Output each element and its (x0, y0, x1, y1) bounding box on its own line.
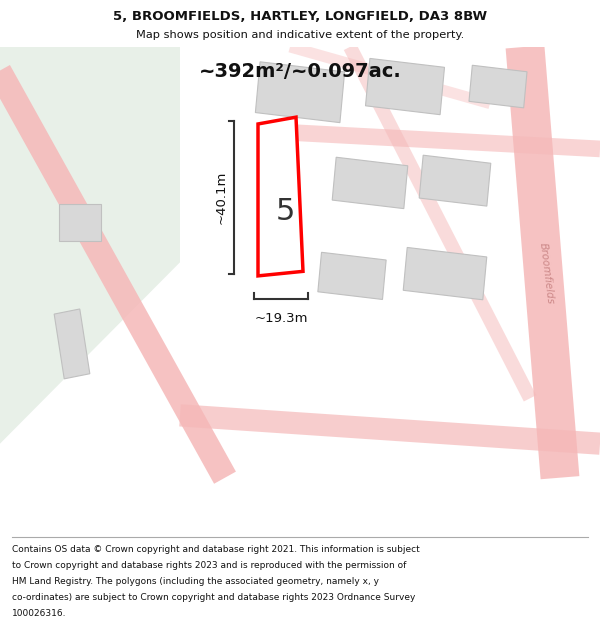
Polygon shape (332, 158, 408, 209)
Text: Contains OS data © Crown copyright and database right 2021. This information is : Contains OS data © Crown copyright and d… (12, 545, 420, 554)
Text: 5: 5 (275, 197, 295, 226)
Polygon shape (469, 65, 527, 108)
Text: ~19.3m: ~19.3m (254, 312, 308, 325)
Text: 100026316.: 100026316. (12, 609, 67, 618)
Text: co-ordinates) are subject to Crown copyright and database rights 2023 Ordnance S: co-ordinates) are subject to Crown copyr… (12, 593, 415, 602)
Text: 5, BROOMFIELDS, HARTLEY, LONGFIELD, DA3 8BW: 5, BROOMFIELDS, HARTLEY, LONGFIELD, DA3 … (113, 10, 487, 23)
Polygon shape (256, 62, 344, 122)
Text: ~40.1m: ~40.1m (215, 171, 228, 224)
Polygon shape (318, 253, 386, 299)
Text: to Crown copyright and database rights 2023 and is reproduced with the permissio: to Crown copyright and database rights 2… (12, 561, 406, 570)
Polygon shape (419, 155, 491, 206)
Polygon shape (54, 309, 90, 379)
Polygon shape (365, 58, 445, 114)
Text: Broomfields: Broomfields (537, 242, 555, 305)
Polygon shape (258, 117, 303, 276)
Text: Map shows position and indicative extent of the property.: Map shows position and indicative extent… (136, 31, 464, 41)
Text: ~392m²/~0.097ac.: ~392m²/~0.097ac. (199, 62, 401, 81)
Polygon shape (59, 204, 101, 241)
Text: HM Land Registry. The polygons (including the associated geometry, namely x, y: HM Land Registry. The polygons (includin… (12, 577, 379, 586)
Polygon shape (403, 248, 487, 300)
Polygon shape (0, 47, 180, 444)
